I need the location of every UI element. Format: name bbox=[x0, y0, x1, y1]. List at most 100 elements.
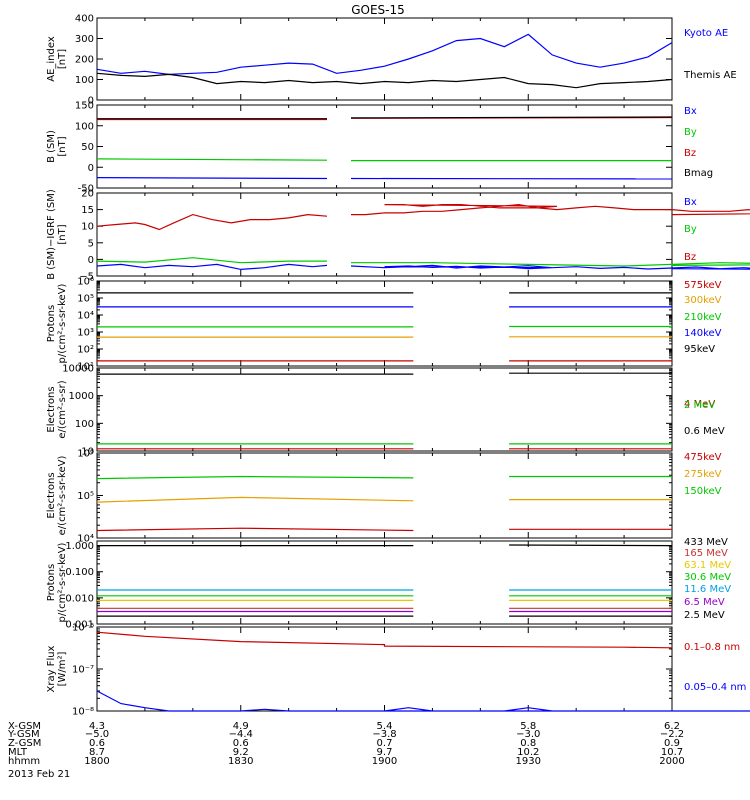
ephemeris-row-label: hhmm bbox=[8, 756, 40, 767]
panel-7: 0.001 0.010 0.100 1.000 Protons p/(cm²-s-sr-k… bbox=[46, 537, 731, 631]
legend-label: 95keV bbox=[684, 344, 715, 355]
ephemeris-value: 5.4 bbox=[377, 721, 393, 732]
y-tick-label: 50 bbox=[81, 142, 94, 153]
y-axis-label: Protons bbox=[46, 564, 57, 601]
ephemeris-row-label: X-GSM bbox=[8, 721, 41, 732]
panel-frame bbox=[96, 626, 673, 712]
y-axis-label: [nT] bbox=[57, 49, 68, 69]
ephemeris-value: 4.3 bbox=[89, 721, 105, 732]
y-tick-label: 10⁵ bbox=[77, 294, 94, 305]
y-tick-label: 0.001 bbox=[65, 620, 94, 631]
legend-label: 433 MeV bbox=[684, 537, 728, 548]
y-tick-label: 10000 bbox=[62, 364, 94, 375]
y-tick-label: 1000 bbox=[69, 391, 94, 402]
legend-label: 30.6 MeV bbox=[684, 572, 731, 583]
panel-8: 10⁻⁸ 10⁻⁷ 10⁻⁶ Xray Flux [W/m²] 0.1–0.8 nm 0.0… bbox=[46, 623, 750, 718]
series-line bbox=[350, 264, 750, 270]
y-axis-label: Protons bbox=[46, 305, 57, 342]
y-tick-label: 10 bbox=[81, 447, 94, 458]
y-tick-label: 300 bbox=[75, 34, 94, 45]
legend-label: 210keV bbox=[684, 312, 722, 323]
y-tick-label: -50 bbox=[78, 184, 94, 195]
series-line bbox=[350, 116, 673, 119]
legend-label: By bbox=[684, 224, 697, 235]
panel-frame bbox=[96, 192, 673, 277]
y-tick-label: 10² bbox=[77, 345, 94, 356]
y-tick-label: 400 bbox=[75, 14, 94, 25]
y-tick-label: 200 bbox=[75, 55, 94, 66]
series-line bbox=[96, 496, 414, 503]
legend-label: Bmag bbox=[684, 168, 713, 179]
y-tick-label: 10⁶ bbox=[77, 277, 94, 288]
y-axis-label: Xray Flux bbox=[46, 645, 57, 692]
panel-2: -50 0 50 100 150 B (SM) [nT] Bx By Bz Bmag bbox=[46, 101, 713, 195]
series-line bbox=[96, 527, 414, 532]
y-tick-label: 100 bbox=[75, 121, 94, 132]
y-axis-label: AE_index bbox=[46, 36, 57, 82]
ephemeris-value: 10.2 bbox=[517, 747, 539, 758]
legend-label: 0.6 MeV bbox=[684, 426, 725, 437]
ephemeris-value: 0.9 bbox=[664, 738, 680, 749]
y-tick-label: 0 bbox=[88, 255, 94, 266]
ephemeris-value: 0.8 bbox=[520, 738, 536, 749]
ephemeris-row-label: MLT bbox=[8, 747, 28, 758]
ephemeris-value: 9.2 bbox=[233, 747, 249, 758]
y-tick-label: 10⁻⁸ bbox=[72, 707, 94, 718]
panel-frame bbox=[96, 17, 673, 101]
ephemeris-value: −4.4 bbox=[229, 729, 253, 740]
y-tick-label: 10⁻⁶ bbox=[72, 623, 94, 634]
y-axis-label: e/(cm²-s-sr-keV) bbox=[57, 456, 68, 536]
ephemeris-value: 1900 bbox=[372, 756, 397, 767]
y-tick-label: 10¹ bbox=[77, 362, 94, 373]
y-tick-label: 5 bbox=[88, 238, 94, 249]
y-tick-label: 100 bbox=[75, 75, 94, 86]
legend-label: By bbox=[684, 127, 697, 138]
series-line bbox=[96, 631, 673, 649]
legend-label: Kyoto AE bbox=[684, 28, 728, 39]
plot-title: GOES-15 bbox=[351, 3, 405, 17]
y-tick-label: 20 bbox=[81, 189, 94, 200]
series-line bbox=[509, 544, 673, 547]
y-tick-label: 0 bbox=[88, 163, 94, 174]
series-line bbox=[96, 475, 414, 480]
legend-label: Bz bbox=[684, 252, 696, 263]
legend-label: 140keV bbox=[684, 328, 722, 339]
y-axis-label: p/(cm²-s-sr-keV) bbox=[57, 283, 68, 363]
legend-label: 300keV bbox=[684, 295, 722, 306]
ephemeris-value: 6.2 bbox=[664, 721, 680, 732]
y-tick-label: 10⁴ bbox=[77, 534, 94, 545]
legend-label: Bx bbox=[684, 106, 697, 117]
ephemeris-value: 1830 bbox=[228, 756, 253, 767]
legend-label: 11.6 MeV bbox=[684, 584, 731, 595]
legend-label: 475keV bbox=[684, 452, 722, 463]
ephemeris-value: 1800 bbox=[84, 756, 109, 767]
legend-label: Bx bbox=[684, 197, 697, 208]
panel-4: 10¹ 10² 10³ 10⁴ 10⁵ 10⁶ Protons p/(cm²-s-sr-keV… bbox=[46, 277, 722, 373]
ephemeris-value: −3.8 bbox=[372, 729, 396, 740]
ephemeris-value: 0.6 bbox=[233, 738, 249, 749]
y-axis-label: B (SM)−IGRF (SM) bbox=[46, 189, 57, 280]
y-axis-label: Electrons bbox=[46, 472, 57, 518]
panel-6: 10⁴ 10⁵ 10⁶ Electrons e/(cm²-s-sr-keV) 475keV… bbox=[46, 449, 722, 545]
series-line bbox=[96, 33, 673, 76]
y-tick-label: 0.010 bbox=[65, 593, 94, 604]
y-tick-label: 15 bbox=[81, 205, 94, 216]
legend-label: 2 MeV bbox=[684, 400, 715, 411]
legend-label: 63.1 MeV bbox=[684, 560, 731, 571]
y-tick-label: 100 bbox=[75, 419, 94, 430]
y-axis-label: [nT] bbox=[57, 136, 68, 156]
y-tick-label: 10⁵ bbox=[77, 491, 94, 502]
y-tick-label: 10⁻⁷ bbox=[72, 665, 94, 676]
series-line bbox=[351, 203, 750, 216]
panel-frame bbox=[96, 452, 673, 539]
y-tick-label: 150 bbox=[75, 101, 94, 112]
y-axis-label: B (SM) bbox=[46, 130, 57, 163]
ephemeris-value: 0.6 bbox=[89, 738, 105, 749]
panel-1: 0 100 200 300 400 AE_index [nT] Kyoto AE Themis … bbox=[46, 14, 737, 107]
legend-label: 0.05–0.4 nm bbox=[684, 682, 746, 693]
ephemeris-value: −2.2 bbox=[660, 729, 684, 740]
ephemeris-value: −5.0 bbox=[85, 729, 109, 740]
legend-label: 275keV bbox=[684, 469, 722, 480]
legend-label: Bz bbox=[684, 148, 696, 159]
